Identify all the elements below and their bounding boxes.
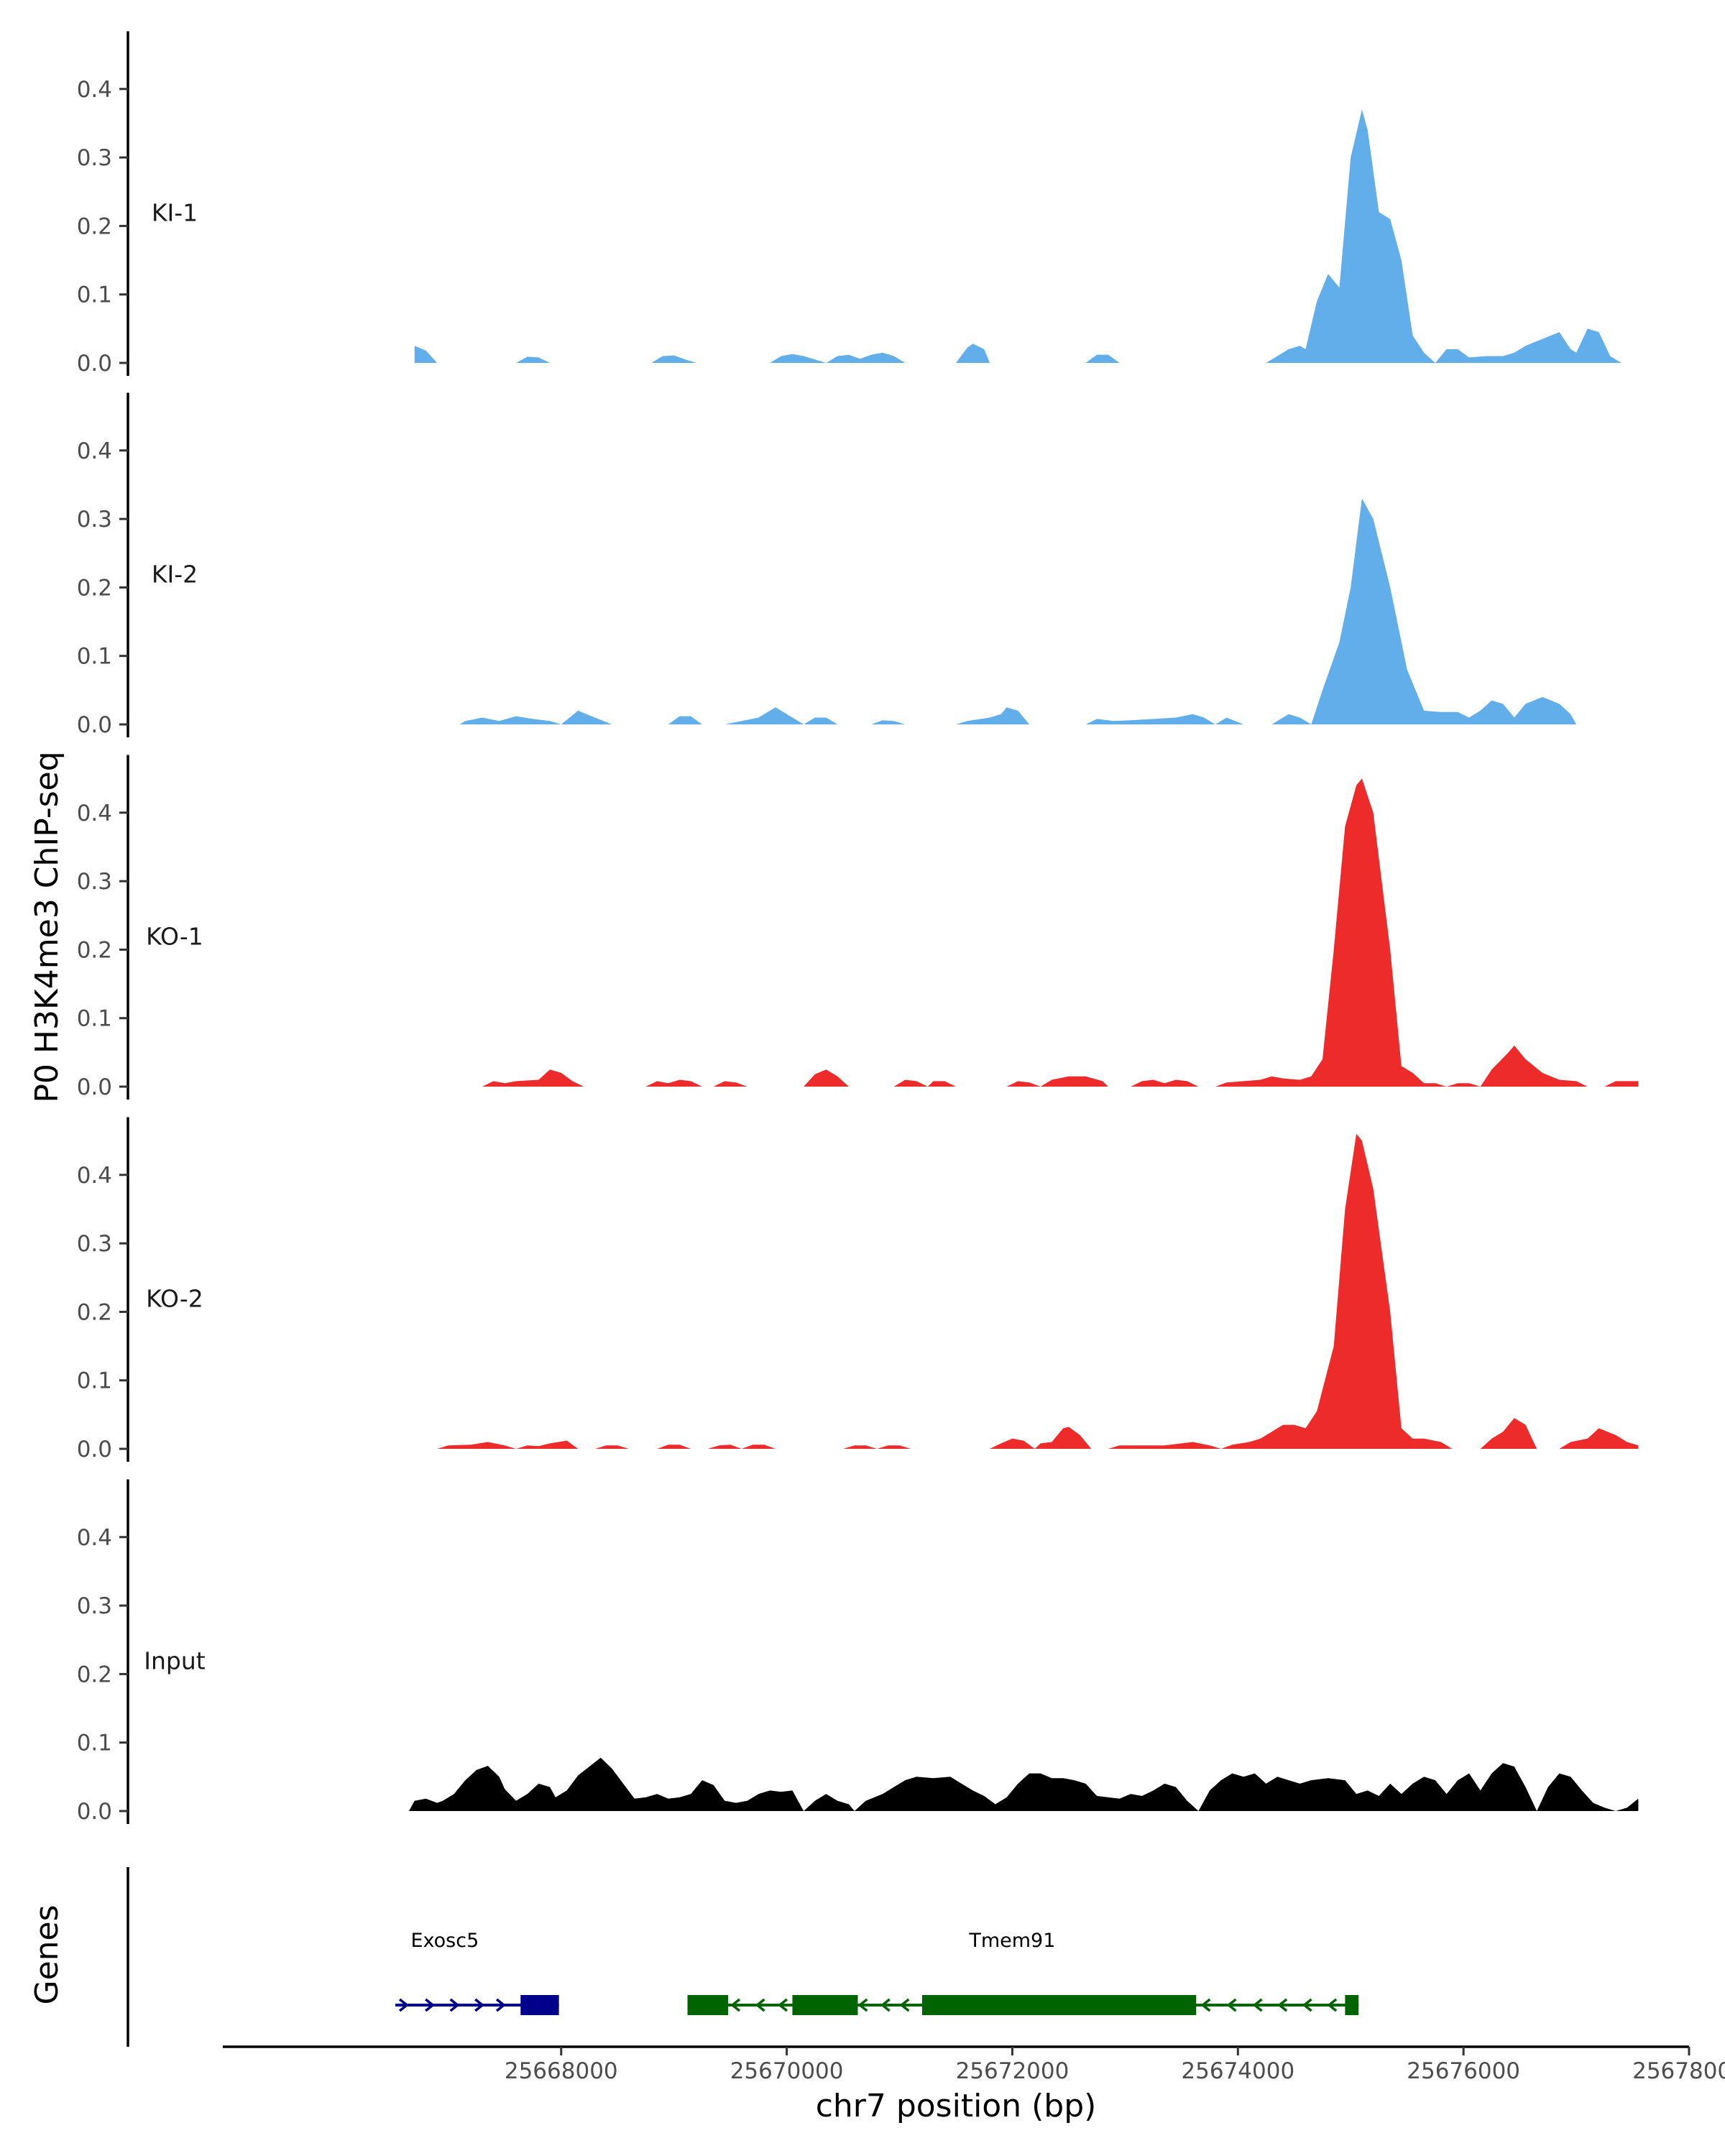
strand-arrow (474, 1998, 485, 2012)
y-tick-label: 0.3 (77, 869, 112, 895)
track-panel: 0.0 0.1 0.2 0.3 0.4 KI-2 (77, 392, 1588, 738)
track-panel: 0.0 0.1 0.2 0.3 0.4 KO-2 (77, 1117, 1639, 1462)
gene-exon (921, 1995, 1197, 2015)
y-tick-label: 0.1 (77, 282, 112, 308)
y-tick-label: 0.1 (77, 1368, 112, 1394)
strand-arrow (1302, 1998, 1312, 2012)
signal-tracks: 0.00.10.20.30.4KI-10.00.10.20.30.4KI-20.… (77, 31, 1644, 1825)
genes-axis-title: Genes (29, 1904, 65, 2004)
x-tick-label: 25668000 (505, 2058, 618, 2084)
strand-arrow (755, 1998, 765, 2012)
strand-arrow (425, 1998, 435, 2012)
gene-label: Tmem91 (968, 1930, 1055, 1952)
y-tick-label: 0.3 (77, 507, 112, 533)
strand-arrow (398, 1998, 409, 2012)
signal-area (408, 1757, 1639, 1811)
gene-exon (1345, 1995, 1359, 2015)
track-label: KO-2 (146, 1284, 203, 1312)
strand-arrow (1252, 1998, 1263, 2012)
y-tick-label: 0.0 (77, 712, 112, 738)
y-tick-label: 0.4 (77, 1525, 112, 1551)
y-tick-label: 0.4 (77, 801, 112, 826)
y-tick-label: 0.1 (77, 1731, 112, 1756)
gene-exon (792, 1995, 858, 2015)
y-tick-label: 0.2 (77, 213, 112, 239)
y-tick-label: 0.2 (77, 1662, 112, 1687)
y-tick-label: 0.1 (77, 1006, 112, 1032)
gene-model: Tmem91 (687, 1930, 1359, 2015)
track-label: KO-1 (146, 922, 203, 950)
signal-area (459, 498, 1588, 724)
strand-arrow (449, 1998, 460, 2012)
y-tick-label: 0.4 (77, 77, 112, 103)
y-tick-label: 0.0 (77, 1799, 112, 1825)
x-tick-label: 25676000 (1407, 2058, 1520, 2084)
x-tick-label: 25672000 (956, 2058, 1070, 2084)
y-tick-label: 0.3 (77, 1231, 112, 1257)
y-tick-label: 0.1 (77, 644, 112, 670)
strand-arrow (1226, 1998, 1237, 2012)
track-panel: 0.0 0.1 0.2 0.3 0.4 KO-1 (77, 755, 1639, 1100)
signal-area (437, 1133, 1639, 1449)
y-tick-label: 0.0 (77, 1437, 112, 1462)
y-tick-label: 0.2 (77, 1299, 112, 1325)
signal-area (482, 778, 1639, 1087)
track-label: KI-1 (152, 198, 198, 226)
gene-track: Exosc5 Tmem91 (126, 1867, 1359, 2047)
strand-arrow (880, 1998, 891, 2012)
strand-arrow (1200, 1998, 1211, 2012)
x-tick-label: 25670000 (730, 2058, 844, 2084)
y-tick-label: 0.0 (77, 351, 112, 377)
y-tick-label: 0.2 (77, 937, 112, 963)
strand-arrow (495, 1998, 506, 2012)
gene-exon (687, 1995, 729, 2015)
gene-model: Exosc5 (395, 1930, 559, 2015)
x-axis-title: chr7 position (bp) (816, 2088, 1097, 2124)
y-tick-label: 0.4 (77, 1163, 112, 1189)
track-label: KI-2 (152, 560, 198, 588)
strand-arrow (778, 1998, 788, 2012)
strand-arrow (730, 1998, 741, 2012)
strand-arrow (857, 1998, 868, 2012)
y-axis-title: P0 H3K4me3 ChIP-seq (29, 751, 65, 1102)
strand-arrow (1327, 1998, 1338, 2012)
y-tick-label: 0.2 (77, 575, 112, 601)
x-tick-label: 25678000 (1632, 2058, 1725, 2084)
x-axis: 25668000 25670000 25672000 25674000 25676000… (223, 2045, 1725, 2084)
track-panel: 0.0 0.1 0.2 0.3 0.4 KI-1 (77, 31, 1644, 377)
gene-label: Exosc5 (410, 1930, 479, 1952)
y-tick-label: 0.3 (77, 1593, 112, 1619)
strand-arrow (1277, 1998, 1288, 2012)
track-label: Input (144, 1646, 206, 1674)
y-tick-label: 0.0 (77, 1074, 112, 1100)
y-tick-label: 0.4 (77, 438, 112, 464)
gene-exon (520, 1995, 559, 2015)
signal-area (414, 109, 1644, 363)
y-tick-label: 0.3 (77, 145, 112, 171)
track-panel: 0.0 0.1 0.2 0.3 0.4 Input (77, 1479, 1639, 1825)
strand-arrow (899, 1998, 910, 2012)
x-tick-label: 25674000 (1181, 2058, 1294, 2084)
